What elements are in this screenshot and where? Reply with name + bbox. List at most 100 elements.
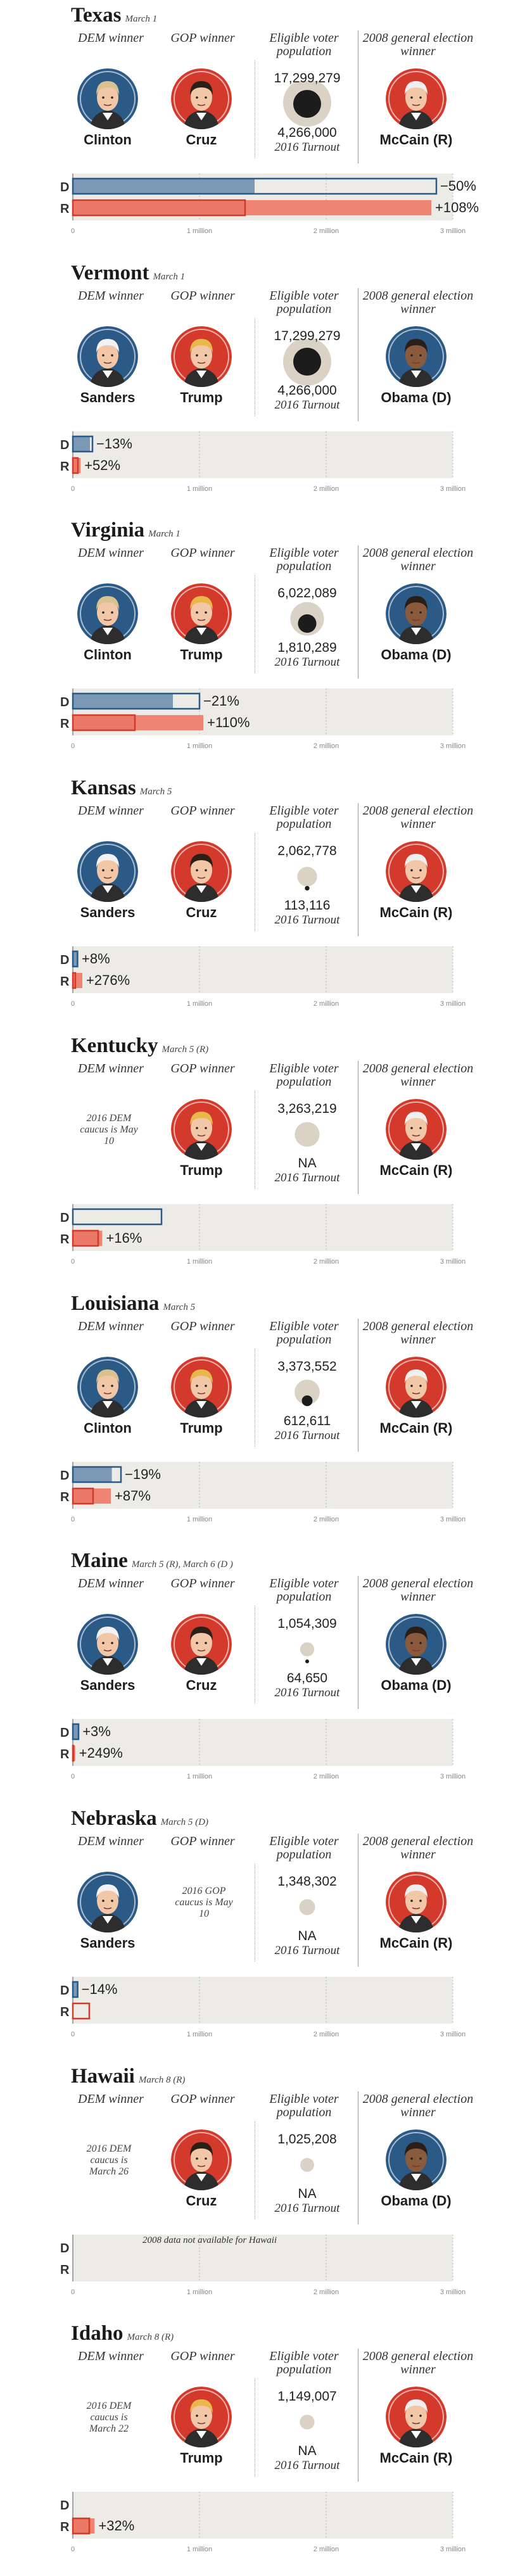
- gop-change-label: +16%: [106, 1229, 142, 1246]
- general-2008-heading: 2008 general election winner: [362, 1319, 474, 1347]
- bar-2008: [72, 693, 201, 710]
- eligible-heading: Eligible voter population: [269, 2091, 339, 2119]
- tick-label: 0: [71, 1516, 75, 1523]
- turnout-bar-chart: 0 1 million 2 million 3 million DR: [60, 431, 466, 493]
- turnout-bar-chart: 0 1 million 2 million 3 million DR: [60, 1719, 466, 1780]
- tick-label: 2 million: [314, 1258, 339, 1266]
- turnout-bubble: [301, 1395, 313, 1406]
- turnout-value: 1,810,289: [277, 640, 337, 656]
- turnout-value: NA: [298, 1928, 317, 1943]
- winner-2008-name: Obama (D): [381, 389, 452, 405]
- state-title: Virginia March 1: [71, 519, 180, 542]
- dem-winner-portrait: [77, 1614, 138, 1675]
- tick-label: 0: [71, 1773, 75, 1780]
- state-name: Nebraska: [71, 1806, 157, 1830]
- eligible-heading: Eligible voter population: [269, 288, 339, 316]
- turnout-bar-chart: 0 1 million 2 million 3 million DR: [60, 174, 466, 235]
- eligible-population-value: 17,299,279: [274, 328, 341, 343]
- state-section-kansas: Kansas March 5 DEM winner GOP winner Elig…: [0, 773, 532, 1031]
- turnout-bar-chart: 0 1 million 2 million 3 million DR: [60, 688, 466, 750]
- state-date: March 5 (D): [160, 1817, 208, 1827]
- dem-winner-heading: DEM winner: [78, 1061, 144, 1075]
- bar-overlap: [73, 1488, 93, 1504]
- eligible-heading: Eligible voter population: [269, 546, 339, 574]
- tick-label: 3 million: [440, 2031, 466, 2038]
- winner-2008-portrait: [386, 326, 446, 387]
- bar-2008: [72, 2518, 91, 2535]
- tick-label: 2 million: [314, 2546, 339, 2553]
- bar-2008: [72, 1229, 99, 1247]
- turnout-value: NA: [298, 1155, 317, 1171]
- turnout-value: 113,116: [284, 898, 331, 913]
- gop-change-label: +32%: [98, 2518, 135, 2534]
- gop-winner-portrait: [171, 1614, 232, 1675]
- eligible-bubble: [300, 2414, 315, 2430]
- bar-overlap: [73, 2518, 89, 2534]
- bar-2008: [72, 2002, 91, 2020]
- population-bubbles: [283, 81, 331, 127]
- eligible-bubble: [300, 2157, 314, 2172]
- state-name: Idaho: [71, 2322, 124, 2345]
- turnout-label: 2016 Turnout: [274, 1428, 340, 1442]
- dem-winner-name: Sanders: [80, 1934, 136, 1951]
- dem-winner-portrait: [77, 1871, 138, 1932]
- gop-winner-name: Cruz: [186, 132, 217, 148]
- tick-label: 2 million: [314, 1516, 339, 1523]
- dem-winner-portrait: [77, 583, 138, 645]
- turnout-label: 2016 Turnout: [274, 2459, 340, 2473]
- tick-label: 1 million: [187, 485, 212, 493]
- chart-panel: [73, 1203, 453, 1251]
- winner-2008-name: Obama (D): [381, 2192, 452, 2209]
- general-2008-heading: 2008 general election winner: [362, 31, 474, 58]
- dem-caucus-note: 2016 DEM caucus is March 22: [86, 2401, 132, 2435]
- dem-winner-heading: DEM winner: [78, 804, 144, 818]
- eligible-heading: Eligible voter population: [269, 1577, 339, 1604]
- state-section-maine: Maine March 5 (R), March 6 (D ) DEM winne…: [0, 1545, 532, 1803]
- winner-2008-portrait: [386, 1356, 446, 1418]
- bar-2016: [73, 715, 203, 731]
- dem-change-label: −50%: [440, 178, 476, 194]
- bar-2016: [73, 1230, 103, 1246]
- eligible-population-value: 1,348,302: [277, 1874, 337, 1889]
- state-section-kentucky: Kentucky March 5 (R) DEM winner GOP winne…: [0, 1031, 532, 1288]
- tick-label: 1 million: [187, 2288, 212, 2296]
- state-date: March 1: [125, 14, 158, 24]
- dem-winner-portrait: [77, 326, 138, 387]
- tick-label: 1 million: [187, 227, 212, 235]
- turnout-bar-chart: 0 1 million 2 million 3 million DR: [60, 1461, 466, 1523]
- turnout-bubble: [293, 347, 321, 376]
- dem-winner-name: Sanders: [80, 1677, 136, 1694]
- dem-change-label: +8%: [82, 951, 110, 967]
- gop-winner-portrait: [171, 2387, 232, 2448]
- tick-label: 1 million: [187, 742, 212, 750]
- gop-change-label: +110%: [207, 714, 250, 731]
- eligible-bubble: [300, 1642, 315, 1657]
- winner-2008-portrait: [386, 583, 446, 645]
- tick-label: 0: [71, 1000, 75, 1008]
- turnout-label: 2016 Turnout: [274, 656, 340, 669]
- tick-label: 1 million: [187, 1773, 212, 1780]
- state-title: Kansas March 5: [71, 777, 172, 800]
- dem-change-label: −21%: [203, 693, 239, 709]
- dem-winner-portrait: [77, 1356, 138, 1418]
- turnout-bubble: [305, 1659, 309, 1664]
- turnout-value: 64,650: [286, 1671, 328, 1686]
- eligible-population-value: 3,373,552: [277, 1359, 337, 1374]
- tick-label: 0: [71, 2546, 75, 2553]
- bar-overlap: [73, 694, 173, 709]
- bar-2008: [72, 177, 438, 195]
- gop-change-label: +249%: [79, 1745, 123, 1761]
- dem-change-label: −19%: [125, 1466, 161, 1482]
- row-label-d: D: [60, 953, 69, 967]
- gop-change-label: +87%: [115, 1487, 151, 1504]
- eligible-population-value: 17,299,279: [274, 71, 341, 86]
- state-name: Maine: [71, 1549, 128, 1573]
- eligible-heading: Eligible voter population: [269, 1061, 339, 1089]
- state-name: Kansas: [71, 777, 136, 800]
- tick-label: 2 million: [314, 485, 339, 493]
- dem-winner-heading: DEM winner: [78, 288, 144, 303]
- bar-2016: [73, 1724, 79, 1740]
- tick-label: 0: [71, 485, 75, 493]
- general-2008-heading: 2008 general election winner: [362, 288, 474, 316]
- eligible-population-value: 1,054,309: [277, 1616, 337, 1632]
